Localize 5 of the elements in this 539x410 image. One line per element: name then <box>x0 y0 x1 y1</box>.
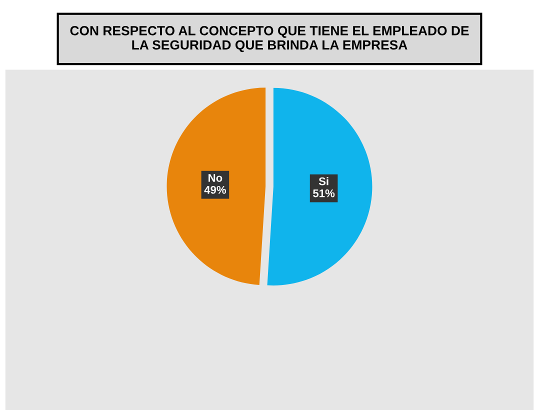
data-label: 49% <box>204 186 226 194</box>
slice-label: Si <box>318 177 328 186</box>
chart-title: CON RESPECTO AL CONCEPTO QUE TIENE EL EMPLEADO DE LA SEGURIDAD QUE BRINDA LA EMPRESA <box>70 26 469 52</box>
slice-label: No <box>208 174 222 182</box>
data-label: 51% <box>313 189 335 198</box>
